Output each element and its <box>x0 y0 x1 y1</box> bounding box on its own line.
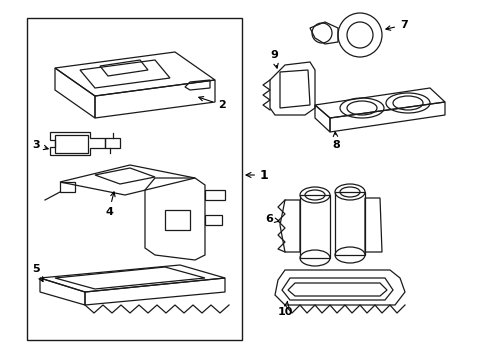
Text: 9: 9 <box>270 50 278 68</box>
Bar <box>27 18 242 340</box>
Text: 8: 8 <box>332 132 340 150</box>
Text: 4: 4 <box>105 192 115 217</box>
Text: 7: 7 <box>386 20 408 30</box>
Text: 1: 1 <box>246 168 269 181</box>
Text: 6: 6 <box>265 214 279 224</box>
Text: 10: 10 <box>278 301 294 317</box>
Text: 5: 5 <box>32 264 43 282</box>
Text: 2: 2 <box>199 96 226 110</box>
Text: 3: 3 <box>32 140 48 150</box>
